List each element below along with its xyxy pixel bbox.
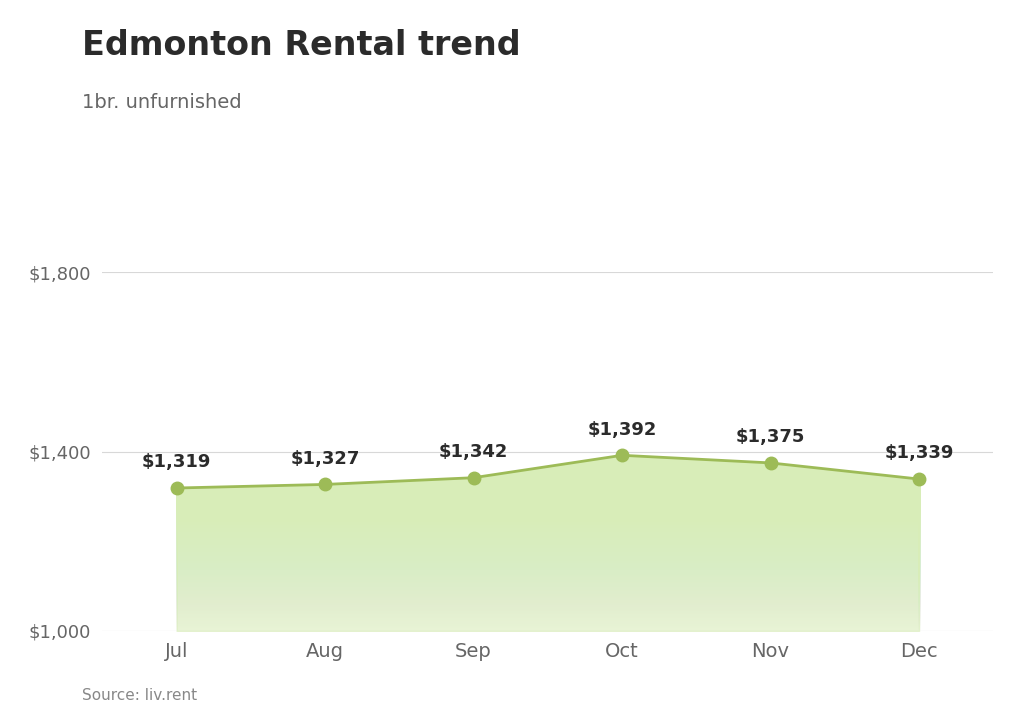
Point: [911, 473, 928, 485]
Text: $1,327: $1,327: [291, 450, 359, 467]
Point: [465, 472, 481, 483]
Point: [762, 457, 778, 469]
Point: [168, 483, 184, 494]
Text: Source: liv.rent: Source: liv.rent: [82, 688, 197, 703]
Text: $1,342: $1,342: [439, 443, 508, 461]
Text: Edmonton Rental trend: Edmonton Rental trend: [82, 29, 520, 62]
Text: $1,375: $1,375: [736, 428, 805, 446]
Text: $1,339: $1,339: [885, 445, 953, 462]
Text: 1br. unfurnished: 1br. unfurnished: [82, 93, 242, 112]
Point: [613, 450, 630, 461]
Text: $1,392: $1,392: [588, 421, 656, 439]
Point: [317, 479, 334, 490]
Text: $1,319: $1,319: [142, 453, 211, 471]
